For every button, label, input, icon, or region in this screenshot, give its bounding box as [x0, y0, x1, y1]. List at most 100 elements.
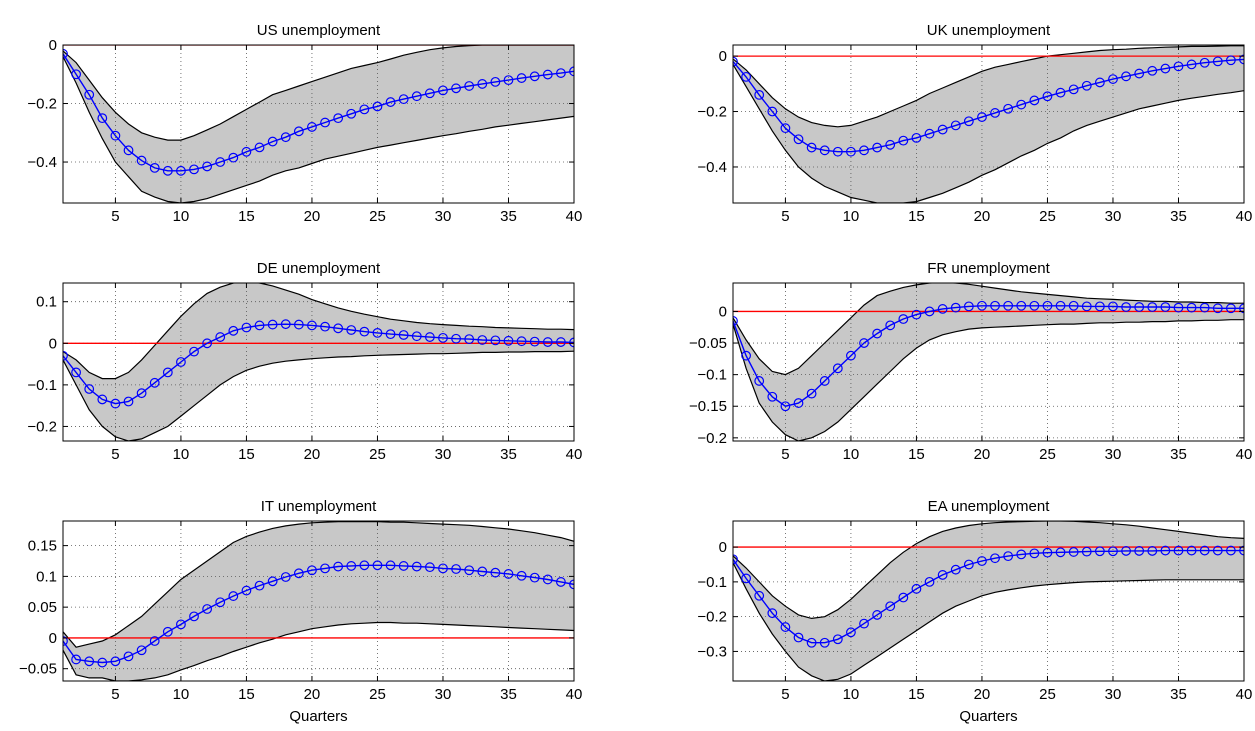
panel-5: 5 10 15 20 25 30 35 40 0 −0.1 −0.2 −0.3 EA unemploym… — [697, 498, 1252, 725]
median-marker — [1003, 551, 1014, 562]
median-marker — [1121, 302, 1131, 312]
x-tick-label: 35 — [500, 208, 517, 225]
median-marker — [110, 130, 121, 141]
median-marker — [1094, 301, 1105, 312]
x-tick-label: 20 — [304, 686, 321, 703]
median-marker — [293, 319, 304, 330]
median-marker — [1081, 301, 1092, 312]
y-tick-label: −0.2 — [27, 96, 57, 113]
median-marker — [1081, 546, 1092, 557]
median-marker — [503, 75, 514, 86]
median-marker — [806, 142, 817, 153]
x-tick-label: 25 — [369, 446, 386, 463]
median-marker — [123, 145, 134, 156]
median-marker — [71, 654, 82, 665]
median-marker — [898, 314, 909, 324]
median-marker — [228, 325, 239, 336]
median-marker — [767, 608, 778, 619]
y-tick-label: 0 — [719, 303, 727, 320]
y-tick-label: 0 — [49, 630, 57, 647]
median-marker — [162, 165, 173, 176]
median-marker — [990, 553, 1000, 564]
median-marker — [149, 377, 160, 388]
median-marker — [924, 576, 935, 587]
y-tick-label: −0.3 — [697, 643, 727, 660]
x-tick-label: 10 — [173, 446, 190, 463]
panel-title: UK unemployment — [927, 22, 1051, 39]
median-marker — [529, 336, 540, 347]
panel-title: FR unemployment — [927, 260, 1050, 277]
median-marker — [346, 108, 357, 119]
median-marker — [267, 319, 278, 330]
median-marker — [84, 89, 95, 100]
median-marker — [333, 323, 344, 334]
y-tick-label: −0.2 — [697, 104, 727, 121]
median-marker — [490, 76, 501, 87]
median-marker — [1068, 300, 1079, 311]
median-marker — [398, 330, 409, 340]
median-marker — [767, 106, 778, 117]
median-marker — [950, 564, 961, 575]
x-tick-label: 30 — [435, 446, 452, 463]
median-marker — [162, 367, 173, 378]
median-marker — [1068, 84, 1079, 95]
median-marker — [819, 376, 830, 386]
median-marker — [1212, 303, 1223, 314]
median-marker — [110, 398, 121, 409]
median-marker — [780, 123, 791, 134]
median-marker — [202, 161, 213, 172]
median-marker — [1094, 546, 1105, 557]
confidence-band — [63, 283, 574, 441]
y-tick-label: −0.4 — [697, 159, 727, 176]
x-tick-label: 20 — [304, 446, 321, 463]
median-marker — [1108, 74, 1118, 84]
median-marker — [1147, 546, 1158, 556]
y-tick-label: −0.2 — [697, 609, 727, 626]
x-tick-label: 15 — [908, 686, 925, 703]
median-marker — [1121, 71, 1131, 82]
median-marker — [307, 565, 317, 576]
median-marker — [385, 329, 396, 340]
median-marker — [977, 112, 987, 122]
y-tick-label: −0.4 — [27, 154, 57, 171]
median-line — [63, 564, 574, 664]
median-marker — [832, 634, 843, 645]
median-marker — [1160, 63, 1171, 74]
median-marker — [1134, 68, 1145, 79]
median-marker — [569, 337, 574, 348]
median-marker — [1121, 546, 1131, 556]
median-marker — [333, 113, 344, 124]
median-marker — [1108, 546, 1118, 557]
x-tick-label: 30 — [435, 686, 452, 703]
median-marker — [438, 563, 448, 574]
x-tick-label: 30 — [1105, 686, 1122, 703]
median-marker — [307, 122, 317, 132]
median-marker — [1029, 95, 1040, 106]
median-marker — [1081, 80, 1092, 91]
median-marker — [780, 622, 791, 632]
median-marker — [424, 332, 435, 342]
median-marker — [806, 388, 817, 399]
median-marker — [569, 66, 574, 77]
median-marker — [385, 560, 396, 571]
median-marker — [490, 335, 501, 346]
x-tick-label: 35 — [500, 686, 517, 703]
median-marker — [241, 585, 252, 596]
median-marker — [1212, 56, 1223, 67]
x-tick-label: 30 — [435, 208, 452, 225]
y-tick-label: −0.1 — [27, 377, 57, 394]
median-marker — [1042, 91, 1053, 102]
panel-title: DE unemployment — [257, 260, 381, 277]
median-marker — [516, 73, 527, 83]
median-marker — [293, 568, 304, 579]
x-tick-label: 40 — [566, 686, 583, 703]
median-marker — [846, 627, 856, 638]
median-marker — [806, 637, 817, 648]
median-marker — [529, 71, 540, 82]
median-marker — [176, 165, 186, 176]
median-marker — [741, 573, 752, 584]
median-marker — [963, 301, 974, 312]
median-marker — [215, 597, 226, 608]
median-marker — [1199, 302, 1210, 313]
x-tick-label: 25 — [369, 686, 386, 703]
